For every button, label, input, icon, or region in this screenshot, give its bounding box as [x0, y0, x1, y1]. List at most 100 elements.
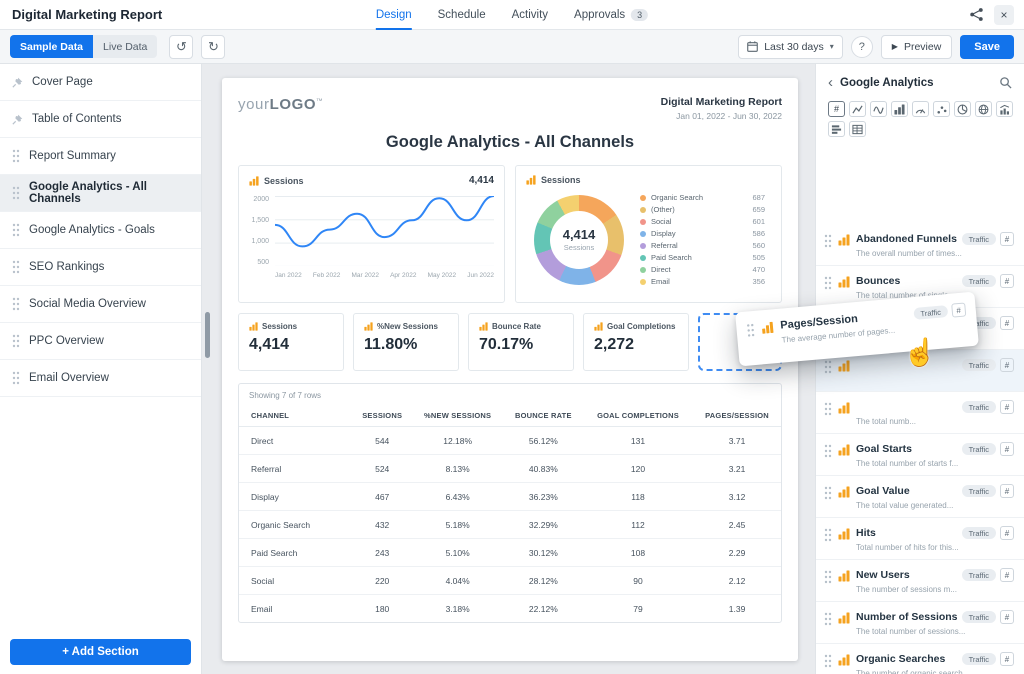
widget-list-item-new-users[interactable]: New Users Traffic # The number of sessio…	[816, 560, 1024, 602]
sample-data-button[interactable]: Sample Data	[10, 35, 94, 58]
widget-list-item-abandoned-funnels[interactable]: Abandoned Funnels Traffic # The overall …	[816, 224, 1024, 266]
widget-list-item-obscured[interactable]: Traffic # The total numb...	[816, 392, 1024, 434]
cell: 243	[352, 538, 412, 567]
sidebar-item-report-summary[interactable]: Report Summary	[0, 138, 201, 175]
number-format-button[interactable]: #	[1000, 442, 1014, 456]
sessions-donut-chart-widget[interactable]: Sessions 4,414 Sessions Organic Search 68…	[515, 165, 782, 303]
widget-panel-header: ‹ Google Analytics	[816, 64, 1024, 97]
undo-button[interactable]: ↺	[169, 34, 194, 59]
channels-table-widget[interactable]: Showing 7 of 7 rows CHANNEL SESSIONS %NE…	[238, 383, 782, 623]
drag-handle-icon[interactable]	[12, 223, 20, 237]
widget-list-item-goal-value[interactable]: Goal Value Traffic # The total value gen…	[816, 476, 1024, 518]
drag-handle-icon[interactable]	[12, 334, 20, 348]
drag-handle-icon[interactable]	[824, 486, 832, 500]
sidebar-item-ppc-overview[interactable]: PPC Overview	[0, 323, 201, 360]
stat-widget-bounce-rate[interactable]: Bounce Rate 70.17%	[468, 313, 574, 371]
widget-title: Hits	[856, 527, 876, 539]
drag-handle-icon[interactable]	[824, 276, 832, 290]
number-format-button[interactable]: #	[1000, 358, 1014, 372]
sidebar-item-table-of-contents[interactable]: Table of Contents	[0, 101, 201, 138]
widget-type-bar-chart-icon[interactable]	[891, 101, 908, 117]
pin-icon	[12, 114, 23, 125]
tab-schedule[interactable]: Schedule	[438, 0, 486, 30]
stat-widget-new-sessions[interactable]: %New Sessions 11.80%	[353, 313, 459, 371]
cell: 56.12%	[503, 426, 583, 455]
drag-handle-icon[interactable]	[746, 323, 755, 338]
number-format-button[interactable]: #	[1000, 610, 1014, 624]
widget-type-line-chart-icon[interactable]	[849, 101, 866, 117]
widget-type-geo-chart-icon[interactable]	[975, 101, 992, 117]
drag-handle-icon[interactable]	[824, 654, 832, 668]
redo-button[interactable]: ↻	[201, 34, 226, 59]
widget-type-stacked-bar-icon[interactable]	[828, 121, 845, 137]
number-format-button[interactable]: #	[1000, 652, 1014, 666]
widget-type-spline-chart-icon[interactable]	[870, 101, 887, 117]
tab-approvals[interactable]: Approvals 3	[574, 0, 649, 30]
share-icon[interactable]	[969, 7, 984, 22]
number-format-button[interactable]: #	[1000, 274, 1014, 288]
drag-handle-icon[interactable]	[824, 234, 832, 248]
sidebar-item-label: SEO Rankings	[29, 261, 105, 273]
help-button[interactable]: ?	[850, 35, 873, 58]
date-range-dropdown[interactable]: Last 30 days ▾	[738, 34, 843, 59]
stat-widget-sessions[interactable]: Sessions 4,414	[238, 313, 344, 371]
widget-type-combo-chart-icon[interactable]	[996, 101, 1013, 117]
cell: Paid Search	[239, 538, 353, 567]
sidebar-item-social-media-overview[interactable]: Social Media Overview	[0, 286, 201, 323]
drag-handle-icon[interactable]	[12, 260, 20, 274]
legend-dot	[640, 230, 646, 237]
sidebar-item-ga-all-channels[interactable]: Google Analytics - All Channels	[0, 175, 201, 212]
live-data-button[interactable]: Live Data	[93, 35, 158, 58]
sidebar-item-label: Social Media Overview	[29, 298, 146, 310]
drag-handle-icon[interactable]	[12, 186, 20, 200]
drag-handle-icon[interactable]	[824, 360, 832, 374]
sidebar-item-cover-page[interactable]: Cover Page	[0, 64, 201, 101]
stat-cards-row: Sessions 4,414 %New Sessions 11.80% Boun…	[238, 313, 782, 371]
widget-type-scatter-icon[interactable]	[933, 101, 950, 117]
table-row: Paid Search 243 5.10% 30.12% 108 2.29	[239, 538, 781, 567]
back-chevron-icon[interactable]: ‹	[828, 74, 833, 91]
canvas-scrollbar-thumb[interactable]	[205, 312, 210, 358]
y-tick: 1,500	[251, 217, 269, 224]
drag-handle-icon[interactable]	[12, 371, 20, 385]
number-format-button[interactable]: #	[1000, 316, 1014, 330]
combo-chart-icon	[999, 104, 1010, 115]
number-format-button[interactable]: #	[1000, 232, 1014, 246]
stat-widget-goal-completions[interactable]: Goal Completions 2,272	[583, 313, 689, 371]
drag-handle-icon[interactable]	[824, 528, 832, 542]
drag-handle-icon[interactable]	[824, 612, 832, 626]
drag-handle-icon[interactable]	[12, 297, 20, 311]
widget-list-item-number-of-sessions[interactable]: Number of Sessions p... Traffic # The to…	[816, 602, 1024, 644]
widget-type-pie-chart-icon[interactable]	[954, 101, 971, 117]
preview-button[interactable]: ▶ Preview	[880, 34, 953, 59]
number-format-button[interactable]: #	[1000, 484, 1014, 498]
save-button[interactable]: Save	[960, 34, 1014, 59]
search-icon[interactable]	[999, 76, 1012, 89]
drag-handle-icon[interactable]	[12, 149, 20, 163]
number-format-button[interactable]: #	[1000, 526, 1014, 540]
add-section-button[interactable]: + Add Section	[10, 639, 191, 665]
sidebar-item-seo-rankings[interactable]: SEO Rankings	[0, 249, 201, 286]
widget-list-item-obscured[interactable]: Traffic #	[816, 350, 1024, 392]
close-button[interactable]: ×	[994, 4, 1014, 25]
drag-handle-icon[interactable]	[824, 570, 832, 584]
widget-list-item-organic-searches[interactable]: Organic Searches Traffic # The number of…	[816, 644, 1024, 674]
sessions-line-chart-widget[interactable]: Sessions 4,414 2000 1,500 1,000 500	[238, 165, 505, 303]
widget-type-number-icon[interactable]: #	[828, 101, 845, 117]
table-row: Email 180 3.18% 22.12% 79 1.39	[239, 594, 781, 622]
category-badge: Traffic	[961, 359, 996, 371]
donut-legend: Organic Search 687 (Other) 659 Social 601 D…	[640, 193, 771, 286]
widget-list-item-hits[interactable]: Hits Traffic # Total number of hits for …	[816, 518, 1024, 560]
number-format-button[interactable]: #	[1000, 568, 1014, 582]
number-format-button[interactable]: #	[1000, 400, 1014, 414]
tab-activity[interactable]: Activity	[512, 0, 548, 30]
widget-type-table-icon[interactable]	[849, 121, 866, 137]
widget-list-item-goal-starts[interactable]: Goal Starts Traffic # The total number o…	[816, 434, 1024, 476]
sidebar-item-ga-goals[interactable]: Google Analytics - Goals	[0, 212, 201, 249]
tab-design[interactable]: Design	[375, 0, 412, 30]
widget-type-gauge-icon[interactable]	[912, 101, 929, 117]
number-format-button[interactable]: #	[951, 302, 967, 318]
sidebar-item-email-overview[interactable]: Email Overview	[0, 360, 201, 397]
drag-handle-icon[interactable]	[824, 402, 832, 416]
drag-handle-icon[interactable]	[824, 444, 832, 458]
